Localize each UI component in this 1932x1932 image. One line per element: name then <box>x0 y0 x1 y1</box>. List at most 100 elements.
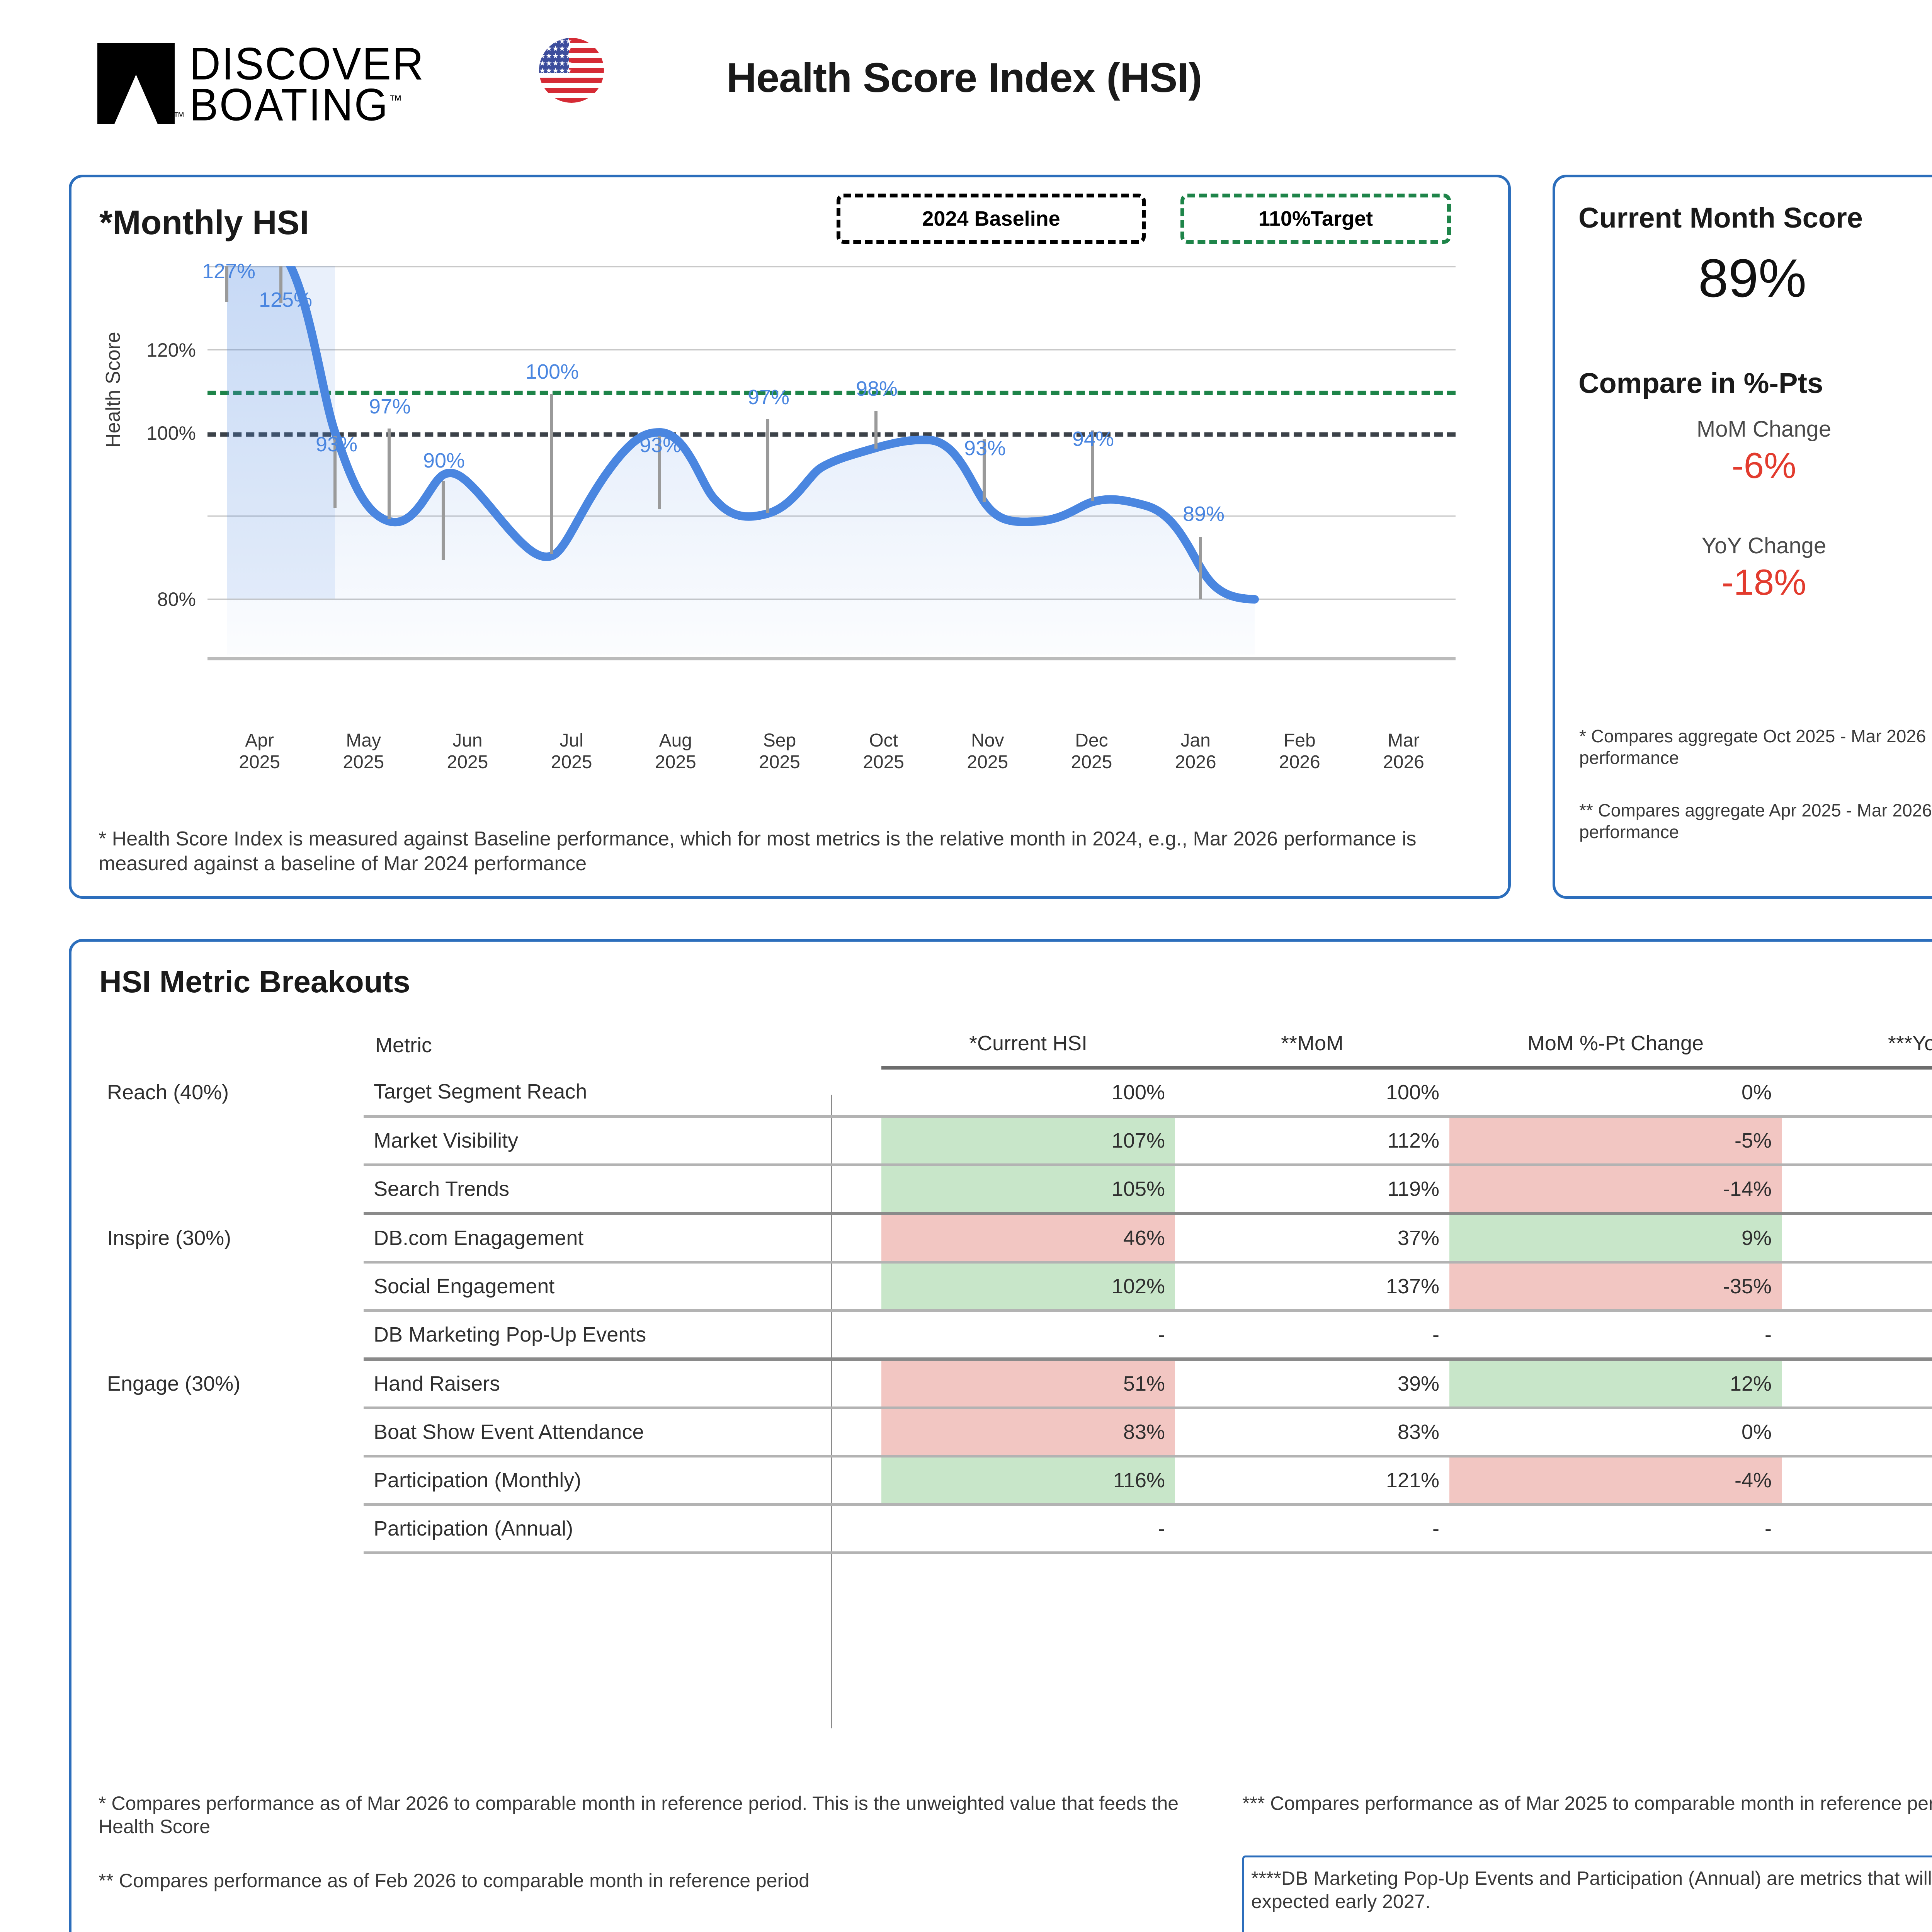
hsi-series-chart <box>225 266 1259 655</box>
cell-current-hsi: 105% <box>881 1165 1175 1215</box>
row-metric-name: DB Marketing Pop-Up Events <box>364 1310 881 1361</box>
x-tick-year: 2026 <box>1383 752 1424 772</box>
cell-mom-pt-change: 12% <box>1449 1357 1782 1409</box>
table-footnote-1: * Compares performance as of Mar 2026 to… <box>99 1793 1179 1837</box>
x-tick-year: 2025 <box>655 752 696 772</box>
x-tick-year: 2025 <box>239 752 280 772</box>
cell-mom: 39% <box>1175 1357 1449 1409</box>
data-label-mar-2026: 89% <box>1182 502 1225 526</box>
data-label-aug-2025: 90% <box>423 449 465 472</box>
table-row: Participation (Monthly)116%121%-4%102%14… <box>97 1456 1932 1506</box>
cell-mom: 37% <box>1175 1212 1449 1264</box>
compare-heading: Compare in %-Pts <box>1578 367 1823 399</box>
table-row: Reach (40%) Target Segment Reach 100% 100% 0… <box>97 1068 1932 1118</box>
x-tick-month: Nov <box>971 730 1004 751</box>
col-mom: **MoM <box>1175 1025 1449 1070</box>
mom-change-label: MoM Change <box>1696 417 1832 442</box>
cell-yoy: 100% <box>1782 1068 1932 1118</box>
col-metric: Metric <box>375 1033 432 1057</box>
logo-mark-tm: ™ <box>173 110 185 123</box>
x-tick-year: 2025 <box>863 752 904 772</box>
x-tick-year: 2026 <box>1279 752 1320 772</box>
data-label-dec-2025: 98% <box>855 377 898 400</box>
x-tick-year: 2025 <box>551 752 592 772</box>
us-flag-icon: ★ ★ ★ ★ ★ ★ ★ ★ ★ ★ ★ ★ ★ ★ ★ ★ ★ ★ ★ ★ ★ ★ ★ ★ ★ <box>539 38 604 103</box>
cell-mom-pt-change: -4% <box>1449 1456 1782 1506</box>
row-metric-name: Participation (Monthly) <box>364 1456 881 1506</box>
cell-mom-pt-change: 0% <box>1449 1408 1782 1458</box>
cell-current-hsi: 116% <box>881 1456 1175 1506</box>
yoy-change-label: YoY Change <box>1701 533 1827 558</box>
cell-mom-pt-change: -14% <box>1449 1165 1782 1215</box>
row-group-label <box>97 1456 364 1505</box>
row-metric-name: Hand Raisers <box>364 1357 881 1409</box>
table-footnote-3: *** Compares performance as of Mar 2025 … <box>1242 1793 1932 1814</box>
logo-line-1: DISCOVER <box>189 38 425 89</box>
logo-wordmark-tm: ™ <box>389 93 403 109</box>
data-label-sep-2025: 100% <box>525 360 579 383</box>
legend-2024-baseline[interactable]: 2024 Baseline <box>837 194 1146 244</box>
y-tick-100: 100% <box>146 422 196 444</box>
cell-mom: 112% <box>1175 1116 1449 1166</box>
page-header: ™ DISCOVER BOATING™ ★ ★ ★ ★ ★ ★ ★ ★ ★ ★ ★ ★ ★ ★ ★ <box>0 0 1932 155</box>
logo-wordmark: DISCOVER BOATING™ <box>189 38 425 128</box>
row-group-label: Inspire (30%) <box>107 1226 231 1250</box>
x-tick-month: Apr <box>245 730 274 751</box>
x-axis-labels: Apr 2025 May 2025 Jun 2025 Jul 2025 Aug 2025 … <box>207 730 1456 773</box>
cell-mom-pt-change: 0% <box>1449 1068 1782 1118</box>
row-group-label <box>97 1505 364 1553</box>
x-tick-nov-2025: Nov 2025 <box>935 730 1039 773</box>
cell-mom: 137% <box>1175 1262 1449 1312</box>
x-tick-month: Dec <box>1075 730 1108 751</box>
target-reference-line <box>207 391 1456 395</box>
x-tick-month: Jan <box>1180 730 1211 751</box>
row-group-label <box>97 1408 364 1456</box>
x-tick-mar-2026: Mar 2026 <box>1352 730 1456 773</box>
cell-current-hsi: - <box>881 1504 1175 1554</box>
cell-yoy: 112% <box>1782 1212 1932 1264</box>
row-metric-name: Participation (Annual) <box>364 1504 881 1554</box>
row-group-label <box>97 1311 364 1359</box>
x-tick-may-2025: May 2025 <box>311 730 415 773</box>
x-tick-month: Jun <box>452 730 483 751</box>
row-group-label: Reach (40%) <box>107 1080 229 1104</box>
legend-2024-baseline-label: 2024 Baseline <box>922 207 1060 230</box>
cell-current-hsi: - <box>881 1310 1175 1361</box>
discover-boating-mark-icon: ™ <box>97 43 185 124</box>
data-label-jul-2025: 97% <box>369 395 411 418</box>
x-tick-month: Feb <box>1283 730 1316 751</box>
score-footnote-2: ** Compares aggregate Apr 2025 - Mar 202… <box>1579 800 1932 842</box>
score-footnote-1: * Compares aggregate Oct 2025 - Mar 2026… <box>1579 726 1932 768</box>
cell-yoy: - <box>1782 1504 1932 1554</box>
cell-mom-pt-change: -5% <box>1449 1116 1782 1166</box>
x-tick-oct-2025: Oct 2025 <box>832 730 935 773</box>
x-tick-month: Mar <box>1388 730 1420 751</box>
discover-boating-logo: ™ DISCOVER BOATING™ <box>97 38 425 128</box>
row-group-label <box>97 1262 364 1311</box>
col-group <box>97 1025 364 1068</box>
mom-change-value: -6% <box>1731 445 1796 486</box>
cell-yoy: 90% <box>1782 1408 1932 1458</box>
logo-line-2: BOATING™ <box>189 82 425 128</box>
table-footnote-4-box: ****DB Marketing Pop-Up Events and Parti… <box>1242 1855 1932 1932</box>
table-row: Participation (Annual)----- <box>97 1504 1932 1554</box>
table-title: HSI Metric Breakouts <box>99 964 410 999</box>
cell-current-hsi: 107% <box>881 1116 1175 1166</box>
page-title: Health Score Index (HSI) <box>726 54 1202 101</box>
x-tick-jun-2025: Jun 2025 <box>415 730 519 773</box>
cell-yoy: - <box>1782 1310 1932 1361</box>
legend-110-target-label: 110%Target <box>1258 207 1373 230</box>
row-group-label <box>97 1117 364 1165</box>
cell-mom-pt-change: - <box>1449 1310 1782 1361</box>
legend-110-target[interactable]: 110%Target <box>1180 194 1451 244</box>
cell-current-hsi: 46% <box>881 1212 1175 1264</box>
data-label-apr-2025: 127% <box>202 260 256 283</box>
current-month-score-heading: Current Month Score <box>1578 202 1863 234</box>
table-footnote-4: ****DB Marketing Pop-Up Events and Parti… <box>1251 1867 1932 1912</box>
cell-mom-pt-change: -35% <box>1449 1262 1782 1312</box>
y-tick-120: 120% <box>146 339 196 361</box>
cell-mom: - <box>1175 1310 1449 1361</box>
x-tick-dec-2025: Dec 2025 <box>1039 730 1143 773</box>
